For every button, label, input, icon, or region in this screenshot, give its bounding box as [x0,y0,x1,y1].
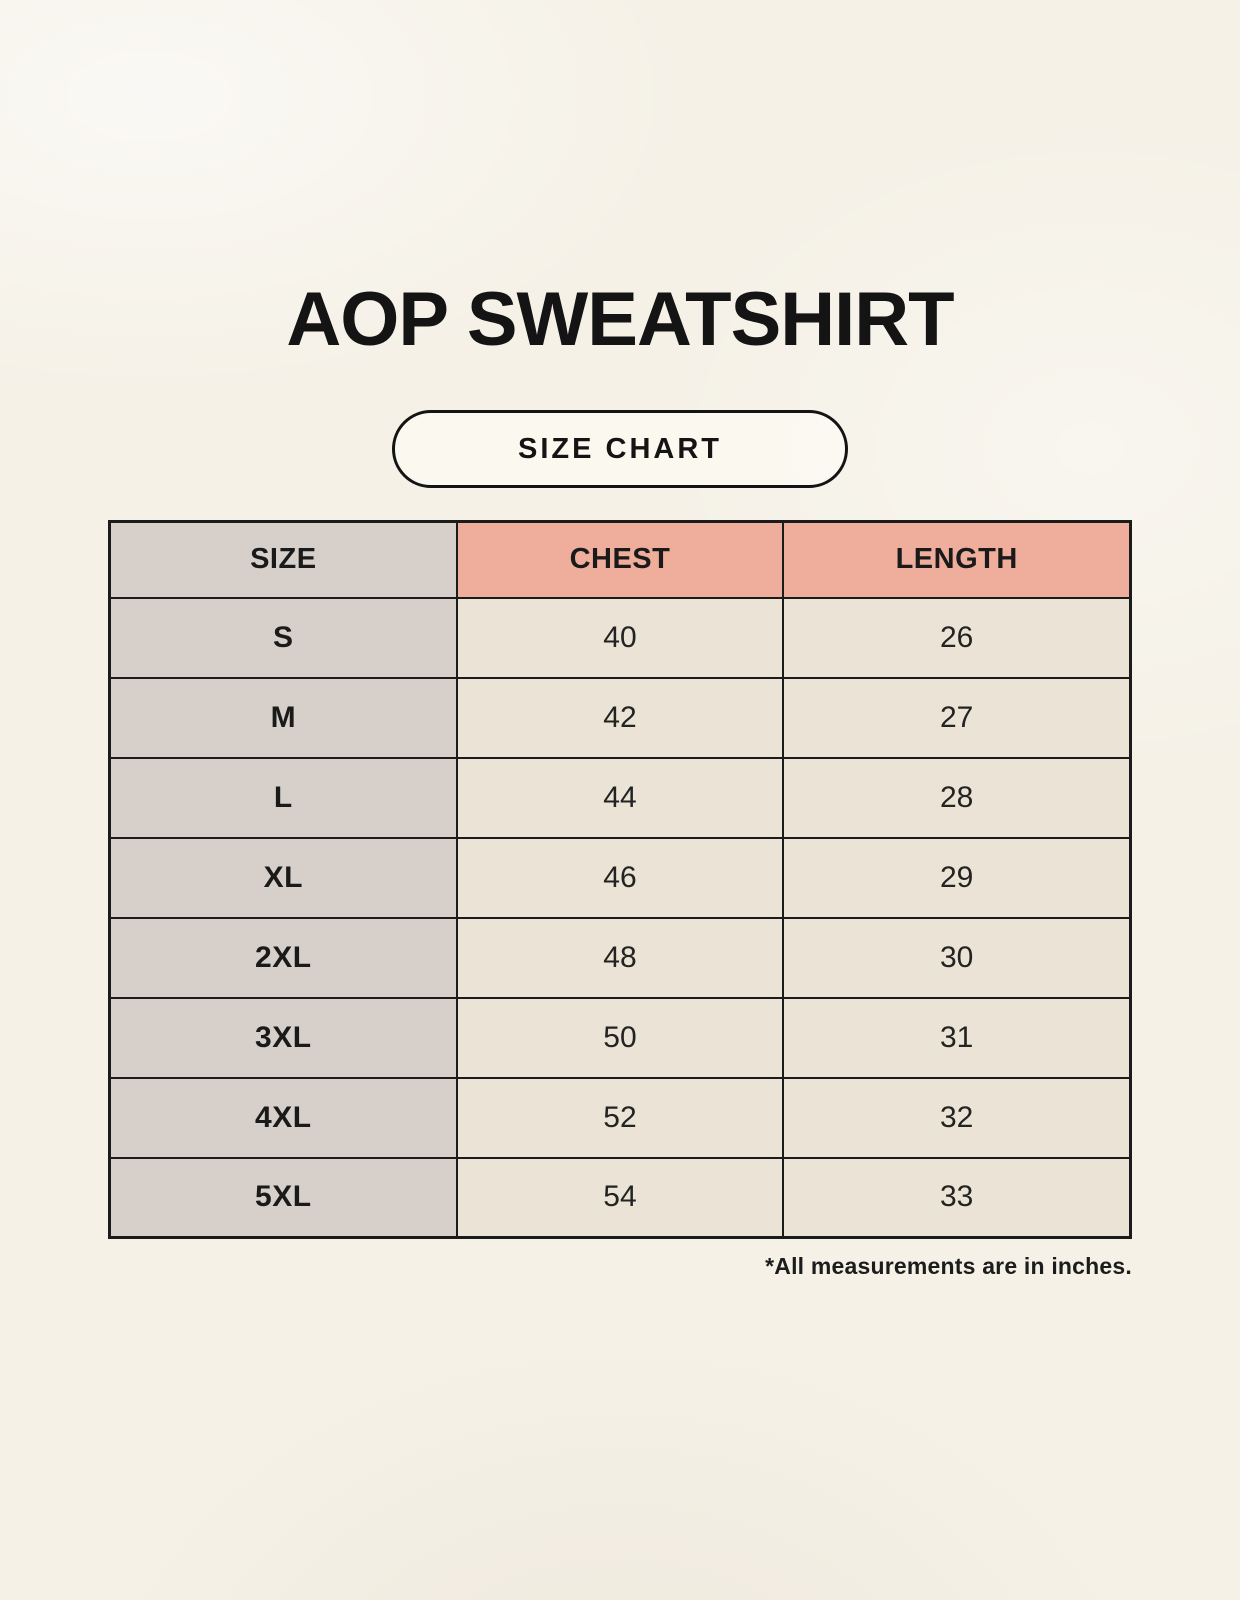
table-row: L 44 28 [108,756,1132,839]
size-label: 5XL [108,1156,458,1239]
column-header-chest: CHEST [455,520,785,599]
table-row: 5XL 54 33 [108,1156,1132,1239]
size-chart-badge: SIZE CHART [392,410,848,488]
column-header-length: LENGTH [782,520,1132,599]
size-chart-badge-label: SIZE CHART [518,432,722,465]
size-label: 3XL [108,996,458,1079]
length-value: 28 [782,756,1132,839]
page-title: AOP SWEATSHIRT [286,277,954,362]
length-value: 30 [782,916,1132,999]
chest-value: 46 [455,836,785,919]
chest-value: 50 [455,996,785,1079]
table-row: 4XL 52 32 [108,1076,1132,1159]
chest-value: 52 [455,1076,785,1159]
size-label: 4XL [108,1076,458,1159]
size-label: XL [108,836,458,919]
length-value: 26 [782,596,1132,679]
table-header-row: SIZE CHEST LENGTH [108,520,1132,599]
table-row: S 40 26 [108,596,1132,679]
length-value: 33 [782,1156,1132,1239]
table-row: 3XL 50 31 [108,996,1132,1079]
chest-value: 44 [455,756,785,839]
size-label: S [108,596,458,679]
table-row: XL 46 29 [108,836,1132,919]
table-row: 2XL 48 30 [108,916,1132,999]
size-label: L [108,756,458,839]
length-value: 32 [782,1076,1132,1159]
size-label: M [108,676,458,759]
size-table-container: SIZE CHEST LENGTH S 40 26 M 42 27 L [108,520,1132,1239]
table-row: M 42 27 [108,676,1132,759]
column-header-size: SIZE [108,520,458,599]
size-label: 2XL [108,916,458,999]
chest-value: 48 [455,916,785,999]
length-value: 29 [782,836,1132,919]
length-value: 27 [782,676,1132,759]
chest-value: 42 [455,676,785,759]
measurements-note: *All measurements are in inches. [765,1253,1132,1279]
size-table: SIZE CHEST LENGTH S 40 26 M 42 27 L [108,520,1132,1239]
length-value: 31 [782,996,1132,1079]
chest-value: 40 [455,596,785,679]
chest-value: 54 [455,1156,785,1239]
